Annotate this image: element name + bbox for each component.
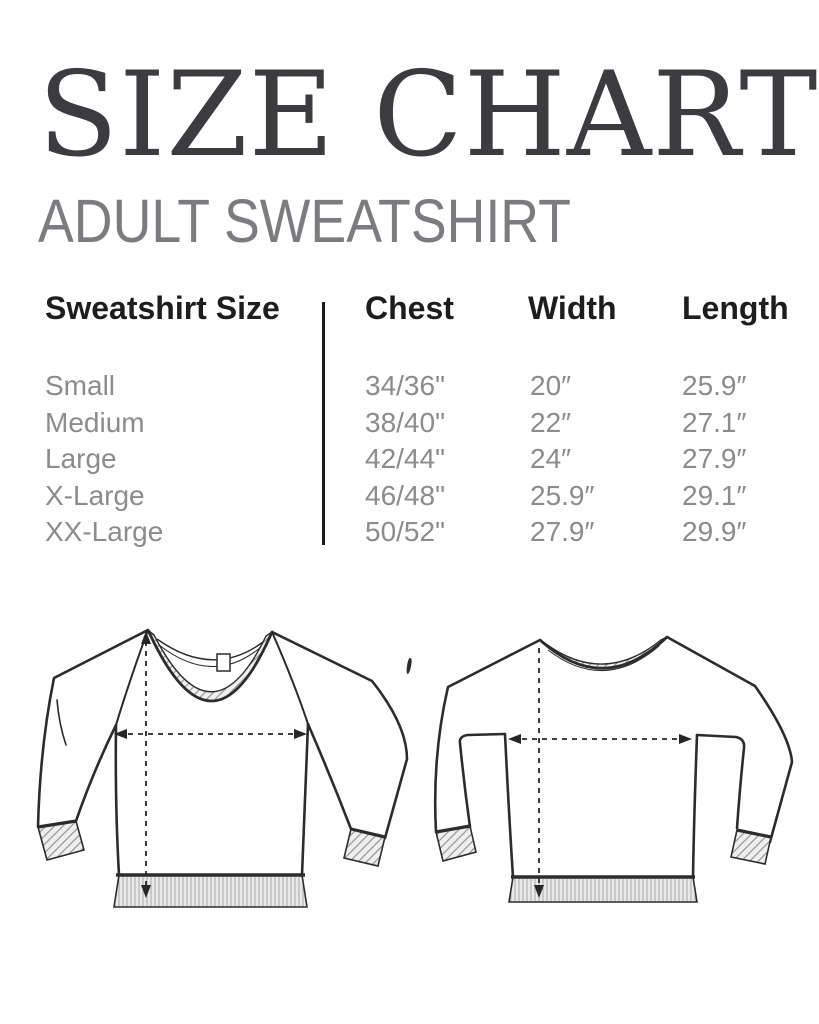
front-back-neck-line (156, 638, 264, 661)
chest-cell: 50/52" (365, 516, 446, 548)
back-body-left (503, 732, 515, 879)
front-collar-outer (146, 629, 274, 703)
front-measure-lines (118, 641, 303, 887)
front-measure-arrows (114, 631, 307, 898)
back-measure-lines (512, 648, 689, 890)
front-arrow-up-icon (141, 631, 151, 644)
width-cell: 22″ (530, 406, 572, 438)
back-left-sleeve-outer (433, 638, 542, 834)
back-left-sleeve-inner (458, 732, 507, 829)
back-left-cuff-seam (435, 824, 471, 834)
back-body-right (691, 733, 699, 879)
front-right-cuff-seam (350, 827, 386, 839)
front-right-sleeve-outer (270, 630, 409, 840)
front-neck-tag (216, 653, 231, 672)
front-left-cuff-seam (37, 819, 77, 829)
back-right-sleeve-inner (695, 733, 746, 830)
front-outline (36, 628, 409, 877)
front-neck-seam-line (158, 644, 262, 668)
back-outline (433, 635, 794, 879)
back-measure-arrows (508, 734, 692, 898)
back-collar-outer (539, 635, 668, 670)
front-arrow-right-icon (294, 729, 307, 739)
front-arrow-left-icon (114, 729, 127, 739)
width-cell: 24″ (530, 443, 572, 475)
back-arrow-right-icon (679, 734, 692, 744)
table-divider-line (322, 302, 325, 545)
size-cell: X-Large (45, 479, 145, 511)
chest-cell: 38/40" (365, 406, 446, 438)
col-header-chest: Chest (365, 290, 454, 326)
front-right-raglan-seam (271, 631, 309, 725)
front-left-elbow-line (56, 699, 67, 746)
chest-cell: 46/48" (365, 479, 446, 511)
table-row: Medium 38/40" 22″ 27.1″ (0, 405, 819, 442)
width-cell: 27.9″ (530, 516, 595, 548)
back-right-cuff-seam (736, 828, 772, 839)
size-cell: XX-Large (45, 516, 164, 548)
table-row: Large 42/44" 24″ 27.9″ (0, 441, 819, 478)
back-right-sleeve-outer (665, 635, 794, 844)
table-row: XX-Large 50/52" 27.9″ 29.9″ (0, 514, 819, 551)
front-left-sleeve-outer (36, 628, 150, 829)
width-cell: 25.9″ (530, 479, 595, 511)
table-row: X-Large 46/48" 25.9″ 29.1″ (0, 478, 819, 515)
width-cell: 20″ (530, 370, 572, 401)
size-cell: Small (45, 370, 116, 401)
sweatshirt-back-diagram (433, 635, 794, 903)
page-subtitle: ADULT SWEATSHIRT (38, 187, 571, 255)
back-arrow-left-icon (508, 734, 521, 744)
front-body-left (114, 723, 121, 877)
front-left-sleeve-inner (74, 723, 118, 823)
col-header-length: Length (682, 290, 789, 326)
front-right-sleeve-inner (306, 722, 353, 831)
back-collar-seam-line (547, 645, 660, 672)
chest-cell: 42/44" (365, 443, 446, 475)
size-cell: Large (45, 443, 117, 475)
back-arrow-down-icon (534, 885, 544, 898)
front-body-right (300, 722, 310, 877)
table-row: Small 34/36" 20″ 25.9″ (0, 368, 819, 405)
col-header-sweatshirt-size: Sweatshirt Size (45, 290, 280, 326)
sweatshirt-front-diagram (36, 628, 409, 908)
chest-cell: 34/36" (365, 370, 446, 401)
length-cell: 29.1″ (682, 479, 747, 511)
col-header-width: Width (528, 290, 617, 326)
front-arrow-down-icon (141, 885, 151, 898)
size-cell: Medium (45, 406, 145, 438)
table-header-row: Sweatshirt Size Chest Width Length (0, 288, 819, 328)
length-cell: 25.9″ (682, 370, 747, 401)
length-cell: 27.9″ (682, 443, 747, 475)
page-title: SIZE CHART (38, 46, 819, 183)
length-cell: 27.1″ (682, 406, 747, 438)
length-cell: 29.9″ (682, 516, 747, 548)
size-table-body: Small 34/36" 20″ 25.9″ Medium 38/40" 22″… (0, 368, 819, 551)
front-hem-ribbing (113, 874, 308, 908)
